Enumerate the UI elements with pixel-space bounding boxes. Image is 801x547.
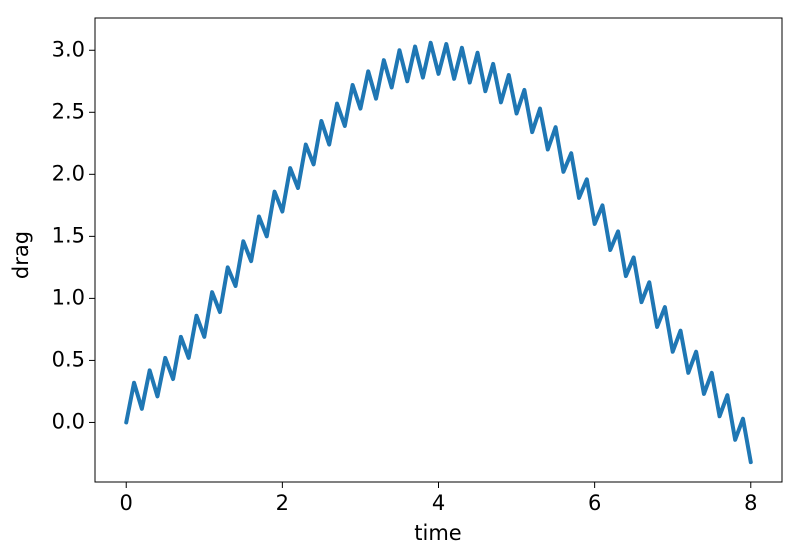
x-axis-label: time [414,521,461,545]
y-tick-label: 3.0 [52,37,85,61]
y-tick-label: 1.0 [52,285,85,309]
x-tick-label: 4 [432,491,445,515]
x-tick-label: 6 [588,491,601,515]
plot-frame [94,17,783,483]
x-tick-label: 0 [120,491,133,515]
x-tick-label: 8 [744,491,757,515]
y-tick-label: 1.5 [52,223,85,247]
y-tick-label: 0.5 [52,347,85,371]
data-line [124,40,753,465]
x-tick-label: 2 [276,491,289,515]
y-tick-label: 2.0 [52,161,85,185]
y-tick-label: 2.5 [52,99,85,123]
y-axis-label: drag [9,231,33,279]
y-tick-label: 0.0 [52,409,85,433]
